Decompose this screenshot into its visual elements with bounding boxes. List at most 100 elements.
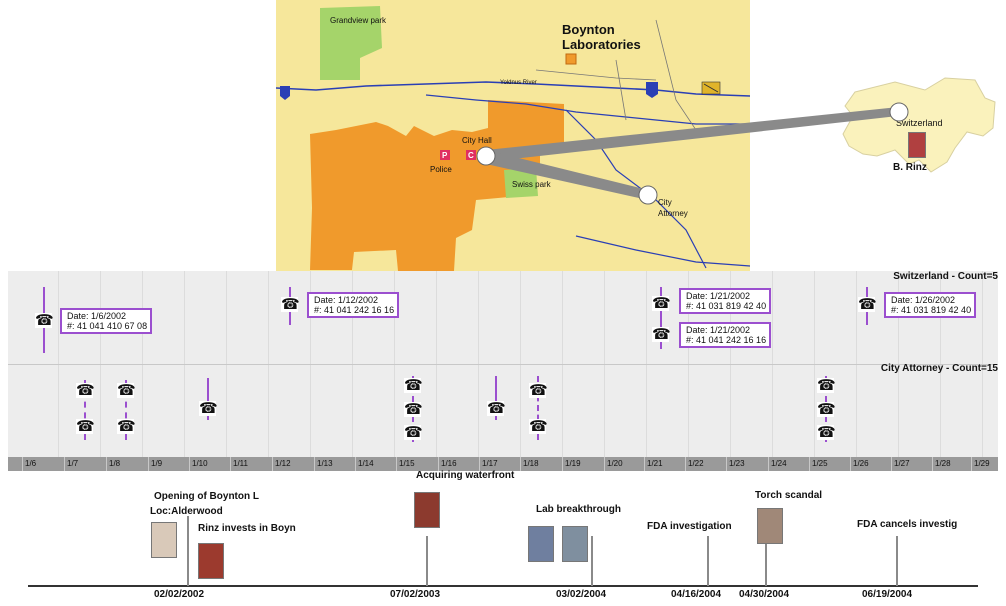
call-callout[interactable]: Date: 1/26/2002 #: 41 031 819 42 40 (884, 292, 977, 318)
axis-tick: 1/18 (520, 457, 539, 471)
callout-date: Date: 1/12/2002 (314, 295, 379, 305)
axis-tick: 1/9 (148, 457, 162, 471)
telephone-icon[interactable]: ☎ (652, 326, 671, 343)
axis-tick: 1/24 (768, 457, 787, 471)
event-opening[interactable]: Opening of Boynton L (154, 491, 259, 502)
callout-date: Date: 1/21/2002 (686, 291, 751, 301)
callout-date: Date: 1/6/2002 (67, 311, 127, 321)
axis-tick: 1/22 (685, 457, 704, 471)
communication-links (476, 102, 909, 205)
telephone-icon[interactable]: ☎ (117, 418, 136, 435)
telephone-icon[interactable]: ☎ (487, 400, 506, 417)
axis-tick: 1/7 (64, 457, 78, 471)
axis-tick: 1/27 (891, 457, 910, 471)
person-photo[interactable] (528, 526, 554, 562)
axis-tick: 1/19 (562, 457, 581, 471)
axis-tick: 1/21 (644, 457, 663, 471)
telephone-icon[interactable]: ☎ (529, 382, 548, 399)
map-label-boynton: Boynton Laboratories (562, 22, 641, 52)
axis-tick: 1/12 (272, 457, 291, 471)
callout-number: #: 41 041 410 67 08 (67, 321, 148, 331)
call-callout[interactable]: Date: 1/21/2002 #: 41 031 819 42 40 (679, 288, 772, 314)
switzerland-node (889, 102, 909, 122)
axis-tick: 1/26 (850, 457, 869, 471)
b-rinz-avatar[interactable] (908, 132, 926, 158)
axis-tick: 1/14 (355, 457, 374, 471)
call-callout[interactable]: Date: 1/12/2002 #: 41 041 242 16 16 (307, 292, 400, 318)
date-label: 04/30/2004 (739, 589, 790, 600)
telephone-icon[interactable]: ☎ (404, 401, 423, 418)
axis-tick: 1/11 (230, 457, 248, 471)
telephone-icon[interactable]: ☎ (199, 400, 218, 417)
telephone-icon[interactable]: ☎ (404, 377, 423, 394)
event-location: Loc:Alderwood (150, 506, 223, 517)
call-callout[interactable]: Date: 1/6/2002 #: 41 041 410 67 08 (60, 308, 153, 334)
date-label: 03/02/2004 (556, 589, 607, 600)
axis-tick: 1/17 (479, 457, 498, 471)
person-photo[interactable] (757, 508, 783, 544)
telephone-icon[interactable]: ☎ (529, 418, 548, 435)
event-fda-investigation[interactable]: FDA investigation (647, 521, 732, 532)
person-photo[interactable] (151, 522, 177, 558)
telephone-icon[interactable]: ☎ (858, 296, 877, 313)
axis-tick: 1/29 (971, 457, 990, 471)
axis-tick: 1/13 (314, 457, 333, 471)
map-label-grandview: Grandview park (330, 16, 387, 25)
axis-tick: 1/8 (106, 457, 120, 471)
date-axis[interactable]: 1/6 1/7 1/8 1/9 1/10 1/11 1/12 1/13 1/14… (8, 457, 998, 471)
callout-number: #: 41 041 242 16 16 (314, 305, 395, 315)
map-label-river: Yoldnus River (500, 80, 537, 86)
axis-tick: 1/20 (604, 457, 623, 471)
event-rinz-invests[interactable]: Rinz invests in Boyn (198, 523, 296, 534)
svg-text:C: C (468, 151, 474, 160)
telephone-icon[interactable]: ☎ (817, 401, 836, 418)
axis-tick: 1/10 (189, 457, 208, 471)
map-label-swiss-park: Swiss park (512, 180, 551, 189)
date-label: 04/16/2004 (671, 589, 722, 600)
callout-date: Date: 1/21/2002 (686, 325, 751, 335)
b-rinz-label: B. Rinz (893, 162, 927, 173)
event-lab-breakthrough[interactable]: Lab breakthrough (536, 504, 622, 515)
lane-title-city-attorney: City Attorney - Count=15 (880, 363, 998, 374)
svg-text:P: P (442, 151, 448, 160)
city-hall-node (476, 146, 496, 166)
telephone-icon[interactable]: ☎ (817, 377, 836, 394)
telephone-icon[interactable]: ☎ (76, 382, 95, 399)
date-label: 02/02/2002 (154, 589, 205, 600)
callout-number: #: 41 041 242 16 16 (686, 335, 767, 345)
axis-tick: 1/15 (396, 457, 415, 471)
axis-tick: 1/25 (809, 457, 828, 471)
telephone-icon[interactable]: ☎ (817, 424, 836, 441)
telephone-icon[interactable]: ☎ (281, 296, 300, 313)
event-fda-cancels[interactable]: FDA cancels investig (857, 519, 958, 530)
date-label: 06/19/2004 (862, 589, 913, 600)
switzerland-label: Switzerland (896, 118, 943, 128)
telephone-icon[interactable]: ☎ (652, 295, 671, 312)
axis-tick: 1/28 (932, 457, 951, 471)
callout-number: #: 41 031 819 42 40 (891, 305, 972, 315)
axis-tick: 1/6 (22, 457, 36, 471)
switzerland-outline[interactable] (835, 72, 1000, 180)
axis-tick: 1/16 (438, 457, 457, 471)
person-photo[interactable] (562, 526, 588, 562)
callout-date: Date: 1/26/2002 (891, 295, 956, 305)
event-acquiring-waterfront[interactable]: Acquiring waterfront (416, 470, 515, 481)
event-baseline (28, 585, 978, 587)
telephone-icon[interactable]: ☎ (76, 418, 95, 435)
telephone-icon[interactable]: ☎ (404, 424, 423, 441)
event-torch-scandal[interactable]: Torch scandal (755, 490, 823, 501)
lane-title-switzerland: Switzerland - Count=5 (893, 271, 998, 282)
date-label: 07/02/2003 (390, 589, 441, 600)
city-attorney-node (638, 185, 658, 205)
map-label-city-hall: City Hall (462, 136, 492, 145)
person-photo[interactable] (198, 543, 224, 579)
axis-tick: 1/23 (726, 457, 745, 471)
callout-number: #: 41 031 819 42 40 (686, 301, 767, 311)
person-photo[interactable] (414, 492, 440, 528)
telephone-icon[interactable]: ☎ (35, 312, 54, 329)
telephone-icon[interactable]: ☎ (117, 382, 136, 399)
call-callout[interactable]: Date: 1/21/2002 #: 41 041 242 16 16 (679, 322, 772, 348)
call-timeline[interactable]: Switzerland - Count=5 City Attorney - Co… (8, 271, 998, 471)
map-label-city-attorney: City Attorney (658, 198, 688, 218)
map-label-police: Police (430, 165, 452, 174)
